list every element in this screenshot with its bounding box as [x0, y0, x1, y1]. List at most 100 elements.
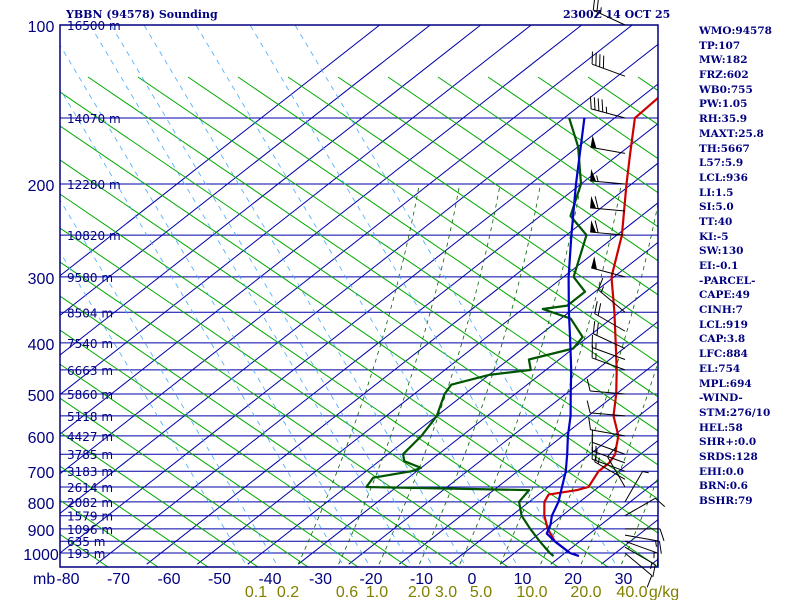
dry-adiabat-line — [87, 76, 658, 466]
isotherm-line — [60, 25, 533, 396]
wind-barb — [586, 400, 626, 417]
dry-adiabat-line — [287, 76, 658, 330]
isotherm-line — [196, 202, 658, 565]
sounding-index: -WIND- — [699, 392, 743, 405]
wind-barb — [594, 301, 626, 332]
wind-barbs — [586, 0, 666, 588]
isotherm-line — [60, 25, 482, 356]
dry-adiabat-line — [337, 76, 658, 296]
height-label: 635 m — [67, 535, 105, 549]
height-label: 193 m — [67, 547, 105, 561]
sounding-index: SI:5.0 — [699, 201, 734, 214]
sounding-index: CAPE:49 — [699, 289, 750, 302]
height-label: 10820 m — [67, 229, 121, 243]
mixing-ratio-line — [249, 25, 573, 567]
pressure-unit-label: mb — [33, 571, 55, 588]
temperature-tick-label: 0 — [468, 571, 477, 588]
sounding-index: TP:107 — [699, 39, 741, 52]
dry-adiabat-line — [0, 77, 8, 567]
dry-adiabat-line — [60, 295, 459, 567]
wind-barb — [624, 497, 666, 517]
sounding-index: LCL:936 — [699, 171, 748, 184]
isotherm-line — [348, 320, 658, 565]
wind-barb — [625, 528, 665, 541]
temperature-tick-label: 10 — [514, 571, 532, 588]
pressure-tick-label: 400 — [28, 337, 55, 354]
pressure-tick-label: 600 — [28, 430, 55, 447]
grid-lines — [0, 25, 658, 567]
pressure-tick-label: 1000 — [23, 547, 59, 564]
mixing-ratio-label: 5.0 — [470, 584, 492, 600]
mixing-ratio-label: 2.0 — [408, 584, 430, 600]
wind-barb — [624, 552, 653, 588]
height-label: 7540 m — [67, 337, 113, 351]
height-label: 2082 m — [67, 496, 113, 510]
height-label: 6663 m — [67, 364, 113, 378]
sounding-index: MW:182 — [699, 54, 748, 67]
wind-barb — [591, 334, 626, 360]
mixing-ratio-line — [60, 199, 279, 567]
height-label: 1579 m — [67, 510, 113, 524]
isotherm-line — [499, 439, 658, 565]
mixing-ratio-line — [143, 25, 467, 567]
wind-barb — [624, 471, 649, 503]
dry-adiabat-line — [60, 193, 609, 567]
wind-barb — [607, 446, 626, 488]
wind-barb — [591, 429, 626, 455]
sounding-index: MPL:694 — [699, 377, 752, 390]
wind-barb — [591, 256, 626, 278]
mixing-ratio-line — [60, 88, 345, 567]
dry-adiabat-line — [487, 76, 658, 194]
sounding-index: BSHR:79 — [699, 495, 753, 507]
sounding-index: BRN:0.6 — [699, 480, 748, 493]
sounding-index: LI:1.5 — [699, 186, 734, 199]
pressure-tick-label: 500 — [28, 388, 55, 405]
height-label: 1096 m — [67, 523, 113, 537]
temperature-tick-label: -50 — [208, 571, 231, 588]
isotherm-line — [60, 25, 583, 435]
wind-barb — [624, 546, 656, 578]
moist-adiabat-line — [580, 360, 658, 565]
chart-title: YBBN (94578) Sounding — [66, 8, 218, 21]
wind-barb — [586, 378, 626, 395]
mixing-ratio-label: 3.0 — [435, 584, 457, 600]
sounding-index: SW:130 — [699, 245, 744, 258]
wind-barb — [592, 0, 626, 26]
isotherm-line — [60, 25, 432, 316]
dry-adiabat-line — [60, 261, 509, 567]
dry-adiabat-line — [187, 76, 658, 398]
dry-adiabat-line — [60, 465, 209, 567]
dry-adiabat-line — [60, 125, 658, 534]
wind-barb — [597, 277, 626, 313]
height-label: 5860 m — [67, 388, 113, 402]
moist-adiabat-line — [338, 183, 461, 565]
pressure-tick-label: 100 — [28, 19, 55, 36]
wind-barb — [591, 51, 626, 77]
dry-adiabat-line — [60, 431, 259, 567]
wind-barb — [588, 417, 626, 437]
sounding-index: -PARCEL- — [699, 274, 756, 287]
sounding-index: TT:40 — [699, 215, 733, 228]
sounding-index: EL:754 — [699, 362, 741, 375]
mixing-ratio-line — [89, 25, 413, 567]
height-label: 3785 m — [67, 448, 113, 462]
dry-adiabat-line — [60, 159, 658, 567]
mixing-ratio-label: 0.6 — [336, 584, 358, 600]
sounding-index: RH:35.9 — [699, 113, 748, 126]
sounding-index: SHR+:0.0 — [699, 436, 757, 449]
sounding-index: PW:1.05 — [699, 98, 748, 111]
wind-barb — [590, 135, 626, 154]
mixing-ratio-line — [195, 25, 519, 567]
height-label: 2614 m — [67, 481, 113, 495]
height-label: 16500 m — [67, 19, 121, 33]
moist-adiabat-line — [419, 183, 541, 565]
wind-barb — [590, 195, 626, 212]
dry-adiabat-line — [60, 329, 409, 567]
sounding-index: WMO:94578 — [699, 25, 772, 37]
moist-adiabat-line — [499, 183, 622, 565]
temperature-tick-label: -70 — [107, 571, 130, 588]
plot-frame — [59, 24, 659, 568]
chart-timestamp: 2300Z 14 OCT 25 — [563, 8, 671, 21]
isotherm-line — [60, 43, 658, 515]
